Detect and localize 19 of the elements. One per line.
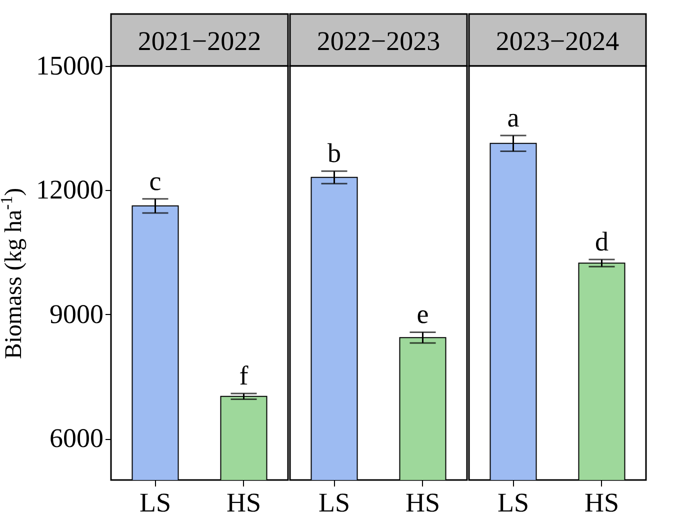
- chart-title: 2023−2024: [496, 26, 620, 56]
- x-tick-label: LS: [497, 488, 530, 518]
- annotation: a: [507, 102, 520, 133]
- annotation: c: [149, 166, 162, 196]
- annotation: d: [595, 226, 609, 257]
- y-tick-label: 15000: [36, 50, 104, 80]
- y-tick-label: 6000: [50, 423, 104, 454]
- annotation: b: [328, 138, 341, 168]
- x-tick-label: HS: [584, 488, 620, 518]
- x-tick-label: LS: [139, 488, 172, 518]
- annotation: f: [239, 360, 248, 390]
- annotation: e: [416, 299, 429, 330]
- y-tick-label: 9000: [50, 298, 104, 329]
- x-tick-label: HS: [405, 488, 440, 518]
- x-tick-label: LS: [318, 488, 350, 518]
- chart-title: 2021−2022: [138, 26, 262, 56]
- chart-title: 2022−2023: [316, 26, 440, 56]
- x-tick-label: HS: [226, 488, 262, 518]
- y-tick-label: 12000: [36, 174, 104, 205]
